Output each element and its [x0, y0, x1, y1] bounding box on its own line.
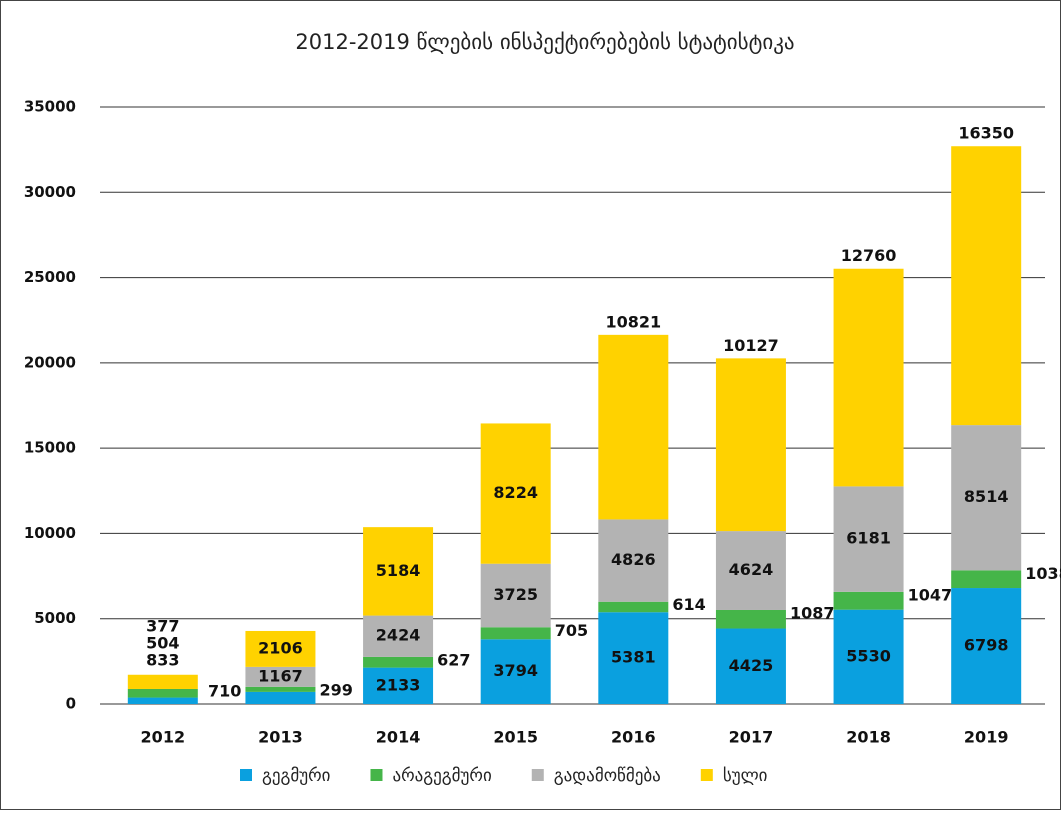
- bar-segment: [833, 591, 904, 610]
- bar-segment: [598, 612, 669, 704]
- value-label: 710: [208, 681, 241, 700]
- bar-segment: [363, 615, 434, 657]
- bar-segment: [833, 486, 904, 592]
- value-label: 8224: [493, 483, 538, 502]
- x-tick-label: 2016: [611, 728, 656, 747]
- bar-segment: [363, 656, 434, 668]
- value-label: 5381: [611, 648, 656, 667]
- value-label: 6798: [964, 636, 1009, 655]
- value-label: 833: [146, 650, 179, 669]
- bar-segment: [715, 628, 786, 704]
- bar-segment: [951, 425, 1022, 571]
- bar-segment: [363, 527, 434, 616]
- bar-segment: [951, 570, 1022, 589]
- y-tick-label: 10000: [24, 524, 76, 542]
- y-tick-label: 25000: [24, 268, 76, 286]
- x-tick-label: 2019: [964, 728, 1009, 747]
- value-label: 12760: [841, 246, 897, 265]
- legend-swatch: [370, 769, 383, 781]
- y-tick-label: 5000: [34, 609, 76, 627]
- value-label: 2106: [258, 638, 303, 657]
- value-label: 4826: [611, 550, 656, 569]
- y-tick-label: 20000: [24, 353, 76, 371]
- bar-segment: [245, 691, 316, 704]
- value-label: 614: [672, 595, 705, 614]
- value-label: 4425: [729, 656, 774, 675]
- bar-segment: [127, 674, 198, 689]
- value-label: 3794: [493, 661, 538, 680]
- y-tick-label: 35000: [24, 98, 76, 116]
- value-label: 2424: [376, 626, 421, 645]
- y-tick-label: 30000: [24, 183, 76, 201]
- value-label: 627: [437, 650, 470, 669]
- value-label: 377: [146, 616, 179, 635]
- value-label: 6181: [846, 529, 891, 548]
- bar-segment: [480, 627, 551, 640]
- x-tick-label: 2014: [376, 728, 421, 747]
- x-tick-label: 2012: [141, 728, 186, 747]
- bar-segment: [715, 358, 786, 532]
- bar-segment: [127, 697, 198, 704]
- legend-label: სული: [723, 766, 768, 786]
- x-tick-label: 2013: [258, 728, 303, 747]
- value-label: 299: [319, 680, 352, 699]
- value-label: 4624: [729, 560, 774, 579]
- bar-segment: [363, 667, 434, 704]
- value-label: 1087: [790, 603, 835, 622]
- bar-segment: [715, 609, 786, 629]
- legend-swatch: [531, 769, 544, 781]
- value-label: 16350: [958, 124, 1014, 143]
- chart-title: 2012-2019 წლების ინსპექტირებების სტატისტ…: [295, 30, 794, 54]
- bar-segment: [833, 609, 904, 704]
- value-label: 2133: [376, 675, 421, 694]
- bar-segment: [480, 423, 551, 564]
- value-label: 10127: [723, 336, 779, 355]
- y-tick-label: 0: [66, 695, 76, 713]
- value-label: 1167: [258, 666, 303, 685]
- bar-segment: [480, 563, 551, 628]
- x-tick-label: 2015: [493, 728, 538, 747]
- x-tick-label: 2018: [846, 728, 891, 747]
- legend-swatch: [240, 769, 252, 781]
- bar-segment: [598, 601, 669, 613]
- y-tick-label: 15000: [24, 439, 76, 457]
- value-label: 10821: [605, 312, 661, 331]
- legend-label: გადამოწმება: [554, 766, 661, 786]
- value-label: 3725: [493, 585, 538, 604]
- bar-segment: [715, 531, 786, 610]
- bar-segment: [245, 686, 316, 692]
- bar-segment: [245, 666, 316, 687]
- x-tick-label: 2017: [729, 728, 774, 747]
- legend-label: არაგეგმური: [392, 766, 491, 786]
- value-label: 705: [555, 621, 588, 640]
- bar-segment: [951, 588, 1022, 704]
- value-label: 504: [146, 633, 179, 652]
- bar-segment: [598, 519, 669, 602]
- bar-segment: [833, 268, 904, 487]
- legend-swatch: [700, 769, 713, 781]
- value-label: 8514: [964, 487, 1009, 506]
- value-label: 1047: [908, 585, 953, 604]
- value-label: 5530: [846, 646, 891, 665]
- bar-segment: [127, 688, 198, 698]
- legend-label: გეგმური: [262, 766, 330, 786]
- bar-segment: [480, 639, 551, 704]
- bar-segment: [245, 630, 316, 667]
- value-label: 5184: [376, 561, 421, 580]
- bar-segment: [951, 146, 1022, 426]
- bar-segment: [598, 334, 669, 520]
